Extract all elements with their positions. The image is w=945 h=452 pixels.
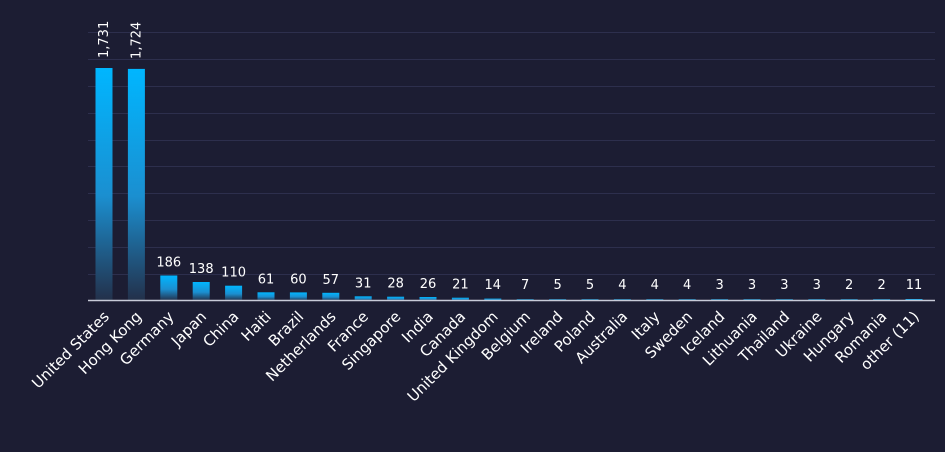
bar-value-label: 3 [748,278,756,293]
bar [354,296,372,301]
bar [127,68,145,301]
bar-value-label: 14 [485,278,502,293]
bar-value-label: 2 [845,278,853,293]
bars [95,68,923,301]
x-tick-label: Japan [167,308,210,351]
bar-value-label: 60 [290,272,307,287]
bar-value-label: 3 [715,278,723,293]
bar-value-label: 7 [521,278,529,293]
bar [225,285,243,301]
bar [257,292,275,301]
bar [387,296,405,301]
bar [160,275,178,301]
bar-value-label: 110 [221,266,246,281]
bar-value-label: 1,731 [97,21,112,58]
bar [192,282,210,301]
bar [484,298,502,301]
bar-value-label: 11 [906,278,923,293]
gridlines [88,32,935,275]
bar-value-label: 2 [877,278,885,293]
bar-value-label: 4 [683,278,691,293]
bar-value-label: 3 [780,278,788,293]
bar-value-label: 4 [618,278,626,293]
bar-value-label: 57 [323,273,340,288]
bar-value-label: 31 [355,276,372,291]
bar-value-label: 21 [452,278,469,293]
bar-value-label: 26 [420,277,437,292]
x-tick-label: China [199,308,242,351]
bar-value-label: 5 [586,278,594,293]
bar-value-label: 28 [387,277,404,292]
bar [322,292,340,301]
bar-value-label: 3 [813,278,821,293]
bar-value-label: 5 [553,278,561,293]
bar-value-label: 61 [258,272,275,287]
bar-value-label: 4 [651,278,659,293]
bar [289,292,307,301]
bar-value-label: 1,724 [129,22,144,59]
bar [95,68,113,301]
bar [451,297,469,301]
bar-value-label: 138 [189,262,214,277]
bar-value-label: 186 [156,256,181,271]
bar [419,297,437,301]
